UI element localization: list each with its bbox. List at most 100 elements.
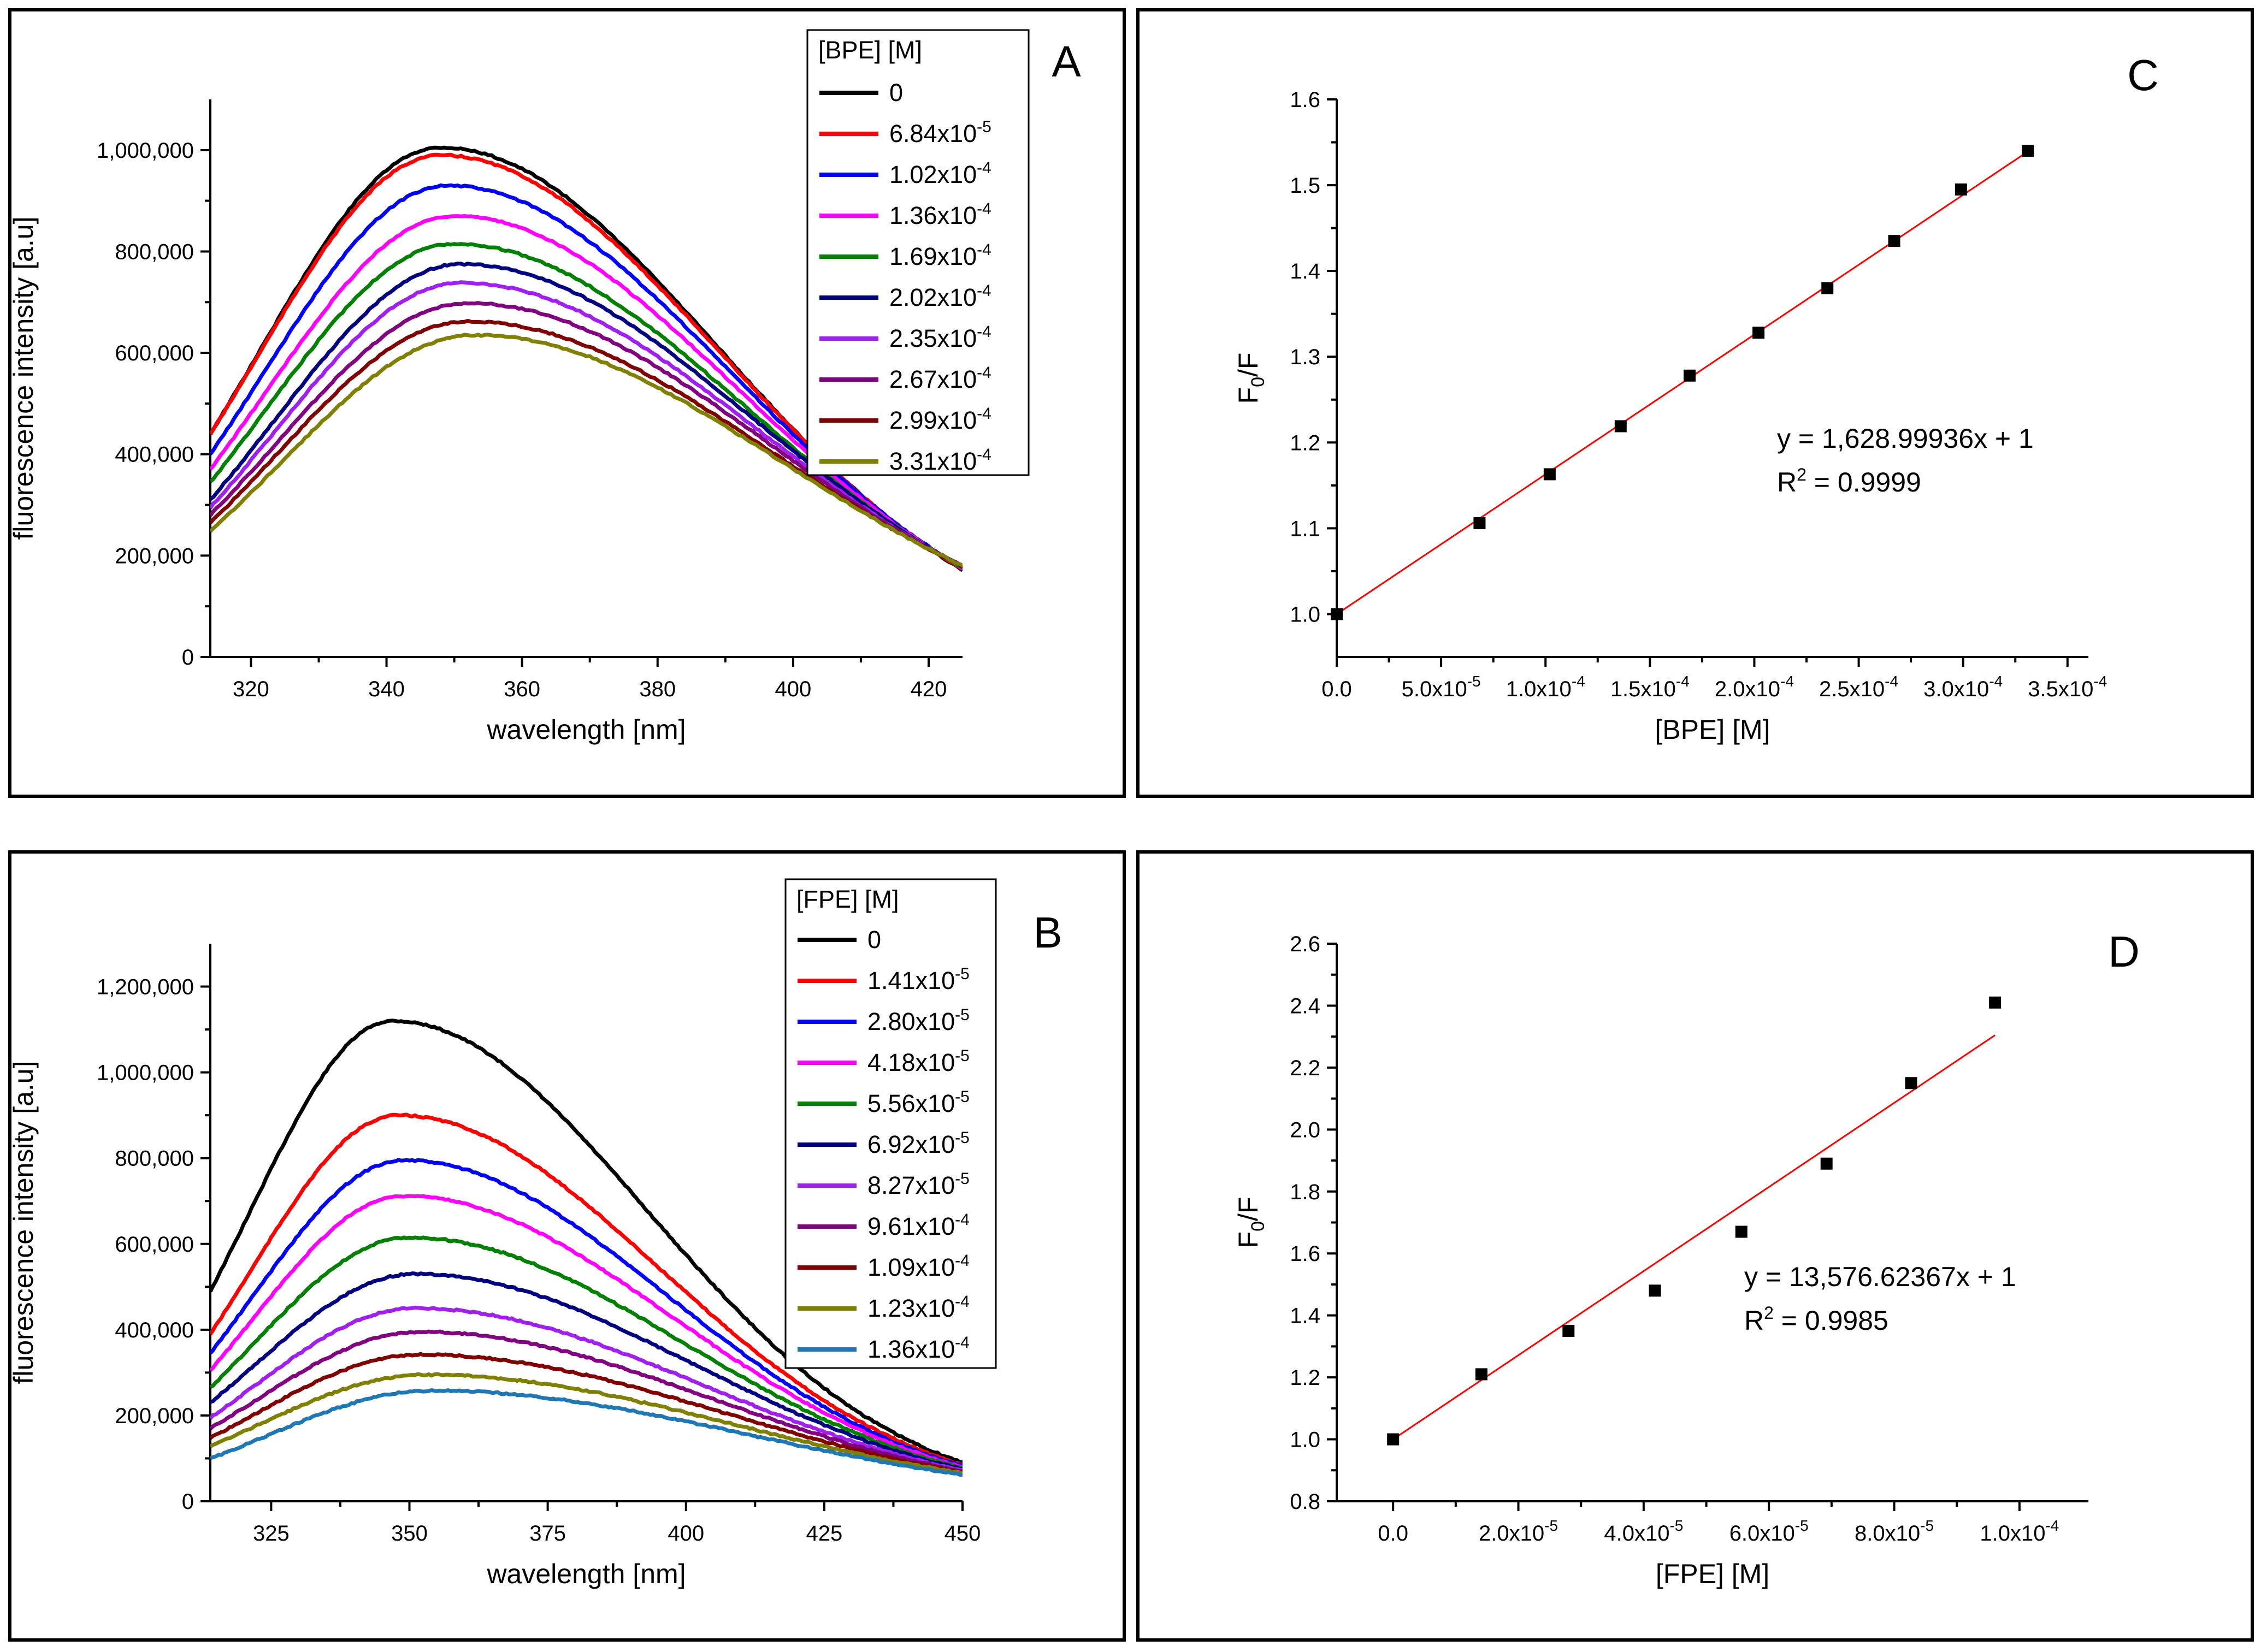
y-label-f: F [1233, 1231, 1264, 1248]
data-point-3 [1649, 1284, 1661, 1297]
y-label-subscript: 0 [1248, 377, 1268, 387]
legend-entry-label: 6.92x10 [867, 1130, 955, 1158]
panel-a-spectra-chart: 0 200,000 400,000 600,000 800,000 1,000,000 32… [8, 29, 1081, 745]
series-line-9 [210, 333, 963, 567]
y-tick-label: 0.8 [1290, 1490, 1320, 1514]
series-line-6 [210, 1305, 963, 1472]
legend-entry-2: 2.80x10-5 [867, 1006, 970, 1035]
legend-entry-exponent: -4 [977, 282, 991, 300]
data-point-2 [1543, 468, 1556, 481]
x-tick-label: 360 [504, 677, 540, 701]
legend-entry-exponent: -4 [977, 364, 991, 382]
y-axis-label: F0/F [1233, 353, 1268, 404]
fit-line [1392, 1034, 1996, 1440]
y-tick-label: 1.0 [1290, 602, 1320, 626]
y-tick-label: 2.0 [1290, 1118, 1320, 1142]
y-tick-label: 1,000,000 [97, 139, 194, 163]
y-tick-label: 1.6 [1290, 1242, 1320, 1266]
x-tick-label: 8.0x10-5 [1855, 1517, 1934, 1546]
panel-letter: D [2108, 927, 2140, 976]
data-point-4 [1683, 369, 1696, 382]
x-tick-label: 450 [944, 1521, 981, 1546]
r2-value: = 0.9985 [1774, 1305, 1888, 1336]
legend-entry-label: 1.02x10 [889, 161, 977, 188]
x-tick-label: 1.0x10-4 [1506, 673, 1585, 701]
y-label-tail: /F [1233, 353, 1264, 377]
panel-letter: A [1052, 37, 1081, 86]
spectra-lines [210, 1019, 963, 1477]
data-point-5 [1820, 1157, 1833, 1170]
legend-entry-exponent: -4 [977, 446, 991, 464]
y-tick-label: 800,000 [115, 1147, 194, 1171]
x-tick-label: 375 [529, 1521, 566, 1546]
x-tick-label: 6.0x10-5 [1729, 1517, 1809, 1546]
legend-entry-label: 1.09x10 [867, 1253, 955, 1281]
data-point-9 [2022, 145, 2034, 157]
legend: [FPE] [M]01.41x10-52.80x10-54.18x10-55.5… [784, 878, 997, 1369]
legend-entry-exponent: -4 [955, 1334, 970, 1352]
legend-entry-exponent: -4 [977, 159, 991, 177]
legend-entry-1: 1.41x10-5 [867, 965, 970, 994]
legend-entry-9: 1.23x10-4 [867, 1293, 970, 1322]
x-tick-mantissa: 6.0x10 [1729, 1521, 1795, 1546]
legend-entry-label: 9.61x10 [867, 1212, 955, 1240]
legend-entry-2: 1.02x10-4 [889, 159, 991, 188]
y-tick-label: 1,200,000 [97, 975, 194, 999]
legend-entry-4: 1.69x10-4 [889, 241, 991, 270]
r2-superscript: 2 [1797, 465, 1807, 484]
legend-entry-label: 3.31x10 [889, 447, 977, 475]
series-line-7 [210, 1329, 963, 1473]
x-axis-label: [FPE] [M] [1656, 1559, 1769, 1589]
x-tick-label: 2.0x10-4 [1715, 673, 1794, 701]
x-tick-exponent: -4 [2045, 1517, 2059, 1534]
x-tick-mantissa: 2.5x10 [1819, 677, 1885, 701]
legend-entry-label: 2.35x10 [889, 324, 977, 352]
series-line-10 [210, 1388, 963, 1477]
panel-c-sternvolmer-chart: 1.01.11.21.31.41.51.60.0 5.0x10-5 1.0x10-4… [1233, 51, 2159, 745]
legend-entry-0: 0 [867, 926, 881, 954]
x-tick-label: 380 [639, 677, 676, 701]
legend-entry-8: 2.99x10-4 [889, 405, 991, 434]
legend-box [806, 29, 1030, 476]
y-tick-label: 1.3 [1290, 345, 1320, 369]
panel-b-spectra-chart: 0 200,000 400,000 600,000 800,000 1,000,000 1,… [8, 878, 1062, 1589]
x-tick-label: 3.0x10-4 [1923, 673, 2003, 701]
y-label-subscript: 0 [1248, 1221, 1268, 1231]
x-axis-label: [BPE] [M] [1655, 714, 1770, 745]
legend-entry-3: 1.36x10-4 [889, 200, 991, 229]
x-tick-mantissa: 0.0 [1321, 677, 1352, 701]
legend-entry-exponent: -4 [977, 405, 991, 423]
fit-line [1336, 151, 2028, 615]
r2-superscript: 2 [1764, 1303, 1774, 1323]
panel-b-frame [8, 850, 1126, 1642]
x-tick-mantissa: 1.5x10 [1610, 677, 1676, 701]
panel-c-frame [1136, 8, 2254, 798]
legend-entry-exponent: -5 [955, 965, 970, 983]
legend-entry-6: 8.27x10-5 [867, 1170, 970, 1199]
fit-r-squared: R2 = 0.9985 [1744, 1303, 1888, 1336]
x-tick-label: 340 [368, 677, 405, 701]
legend-entry-exponent: -4 [977, 241, 991, 259]
data-point-3 [1614, 420, 1627, 433]
panel-d-frame [1136, 850, 2254, 1642]
legend-entry-exponent: -5 [955, 1006, 970, 1024]
legend-entry-exponent: -4 [977, 323, 991, 341]
x-tick-label: 0.0 [1321, 677, 1352, 701]
legend: [BPE] [M]06.84x10-51.02x10-41.36x10-41.6… [806, 29, 1030, 476]
legend-entry-label: 1.36x10 [889, 202, 977, 229]
data-point-1 [1473, 517, 1486, 529]
x-tick-label: 400 [775, 677, 811, 701]
x-axis-label: wavelength [nm] [486, 1559, 686, 1589]
legend-entry-8: 1.09x10-4 [867, 1252, 970, 1281]
data-point-8 [1955, 183, 1967, 196]
x-tick-label: 350 [391, 1521, 428, 1546]
legend-entry-exponent: -5 [955, 1170, 970, 1188]
data-point-0 [1387, 1433, 1400, 1446]
legend-entry-label: 8.27x10 [867, 1171, 955, 1199]
series-line-9 [210, 1372, 963, 1476]
x-tick-exponent: -5 [1795, 1517, 1809, 1534]
x-tick-label: 1.0x10-4 [1980, 1517, 2059, 1546]
r2-label: R [1777, 467, 1797, 498]
y-axis-label: fluorescence intensity [a.u] [8, 217, 39, 540]
x-tick-exponent: -5 [1920, 1517, 1934, 1534]
